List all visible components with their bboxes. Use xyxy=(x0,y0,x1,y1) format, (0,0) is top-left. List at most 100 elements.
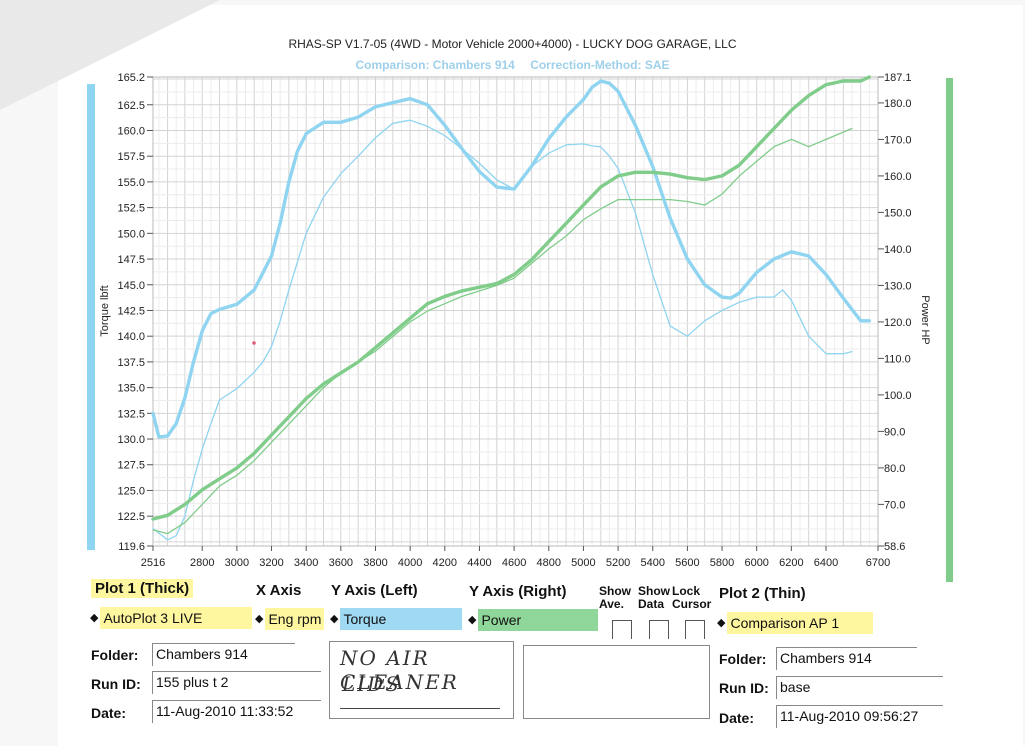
y-left-tick-label: 130.0 xyxy=(117,434,145,446)
x-tick-label: 2516 xyxy=(141,557,165,569)
x-tick-label: 5200 xyxy=(606,557,630,569)
y-right-tick-label: 150.0 xyxy=(884,207,912,219)
handwritten-note-line2: LIDS xyxy=(342,672,401,696)
y-left-tick-label: 125.0 xyxy=(117,485,145,497)
y-axis-left-select[interactable]: ◆ Torque xyxy=(330,607,463,631)
y-right-tick-label: 58.6 xyxy=(884,541,905,553)
y-right-tick-label: 160.0 xyxy=(884,171,912,183)
y-right-tick-label: 130.0 xyxy=(884,280,912,292)
run2-date-field[interactable]: 11-Aug-2010 09:56:27 xyxy=(776,705,943,728)
x-axis-select[interactable]: ◆ Eng rpm xyxy=(255,607,325,631)
correction-method-label: Correction-Method: SAE xyxy=(530,58,670,72)
x-tick-label: 5000 xyxy=(571,557,595,569)
y-left-tick-label: 147.5 xyxy=(117,254,145,266)
y-left-tick-label: 155.0 xyxy=(117,177,145,189)
run1-runid-label: Run ID: xyxy=(91,676,141,692)
cursor-marker xyxy=(252,341,256,345)
y-left-axis-title: Torque lbft xyxy=(99,285,111,336)
plot1-label: Plot 1 (Thick) xyxy=(91,579,194,598)
x-axis-label: X Axis xyxy=(256,582,302,599)
y-axis-right-label: Y Axis (Right) xyxy=(469,583,567,600)
x-tick-label: 2800 xyxy=(190,557,214,569)
y-right-tick-label: 80.0 xyxy=(884,463,905,475)
series-comparison-power-line xyxy=(152,127,853,535)
torque-axis-bar xyxy=(87,84,95,550)
run1-date-label: Date: xyxy=(91,705,127,721)
series-comparison-torque-line xyxy=(152,119,853,541)
y-left-tick-label: 127.5 xyxy=(117,460,145,472)
x-tick-label: 6200 xyxy=(779,557,803,569)
run2-date-label: Date: xyxy=(719,710,755,726)
x-tick-label: 4400 xyxy=(467,557,491,569)
updown-arrows-icon: ◆ xyxy=(468,614,477,627)
y-left-tick-label: 135.0 xyxy=(117,383,145,395)
y-left-tick-label: 160.0 xyxy=(117,125,145,137)
plot-area xyxy=(153,77,878,546)
y-right-tick-label: 110.0 xyxy=(884,353,911,365)
y-right-tick-label: 120.0 xyxy=(884,317,912,329)
x-tick-label: 3000 xyxy=(225,557,249,569)
y-left-tick-label: 119.6 xyxy=(118,541,145,553)
y-left-tick-label: 150.0 xyxy=(117,228,145,240)
lock-cursor-label: Lock Cursor xyxy=(672,584,712,611)
run1-folder-field[interactable]: Chambers 914 xyxy=(152,643,295,666)
chart-title: RHAS-SP V1.7-05 (4WD - Motor Vehicle 200… xyxy=(288,37,737,51)
series-torque-line xyxy=(151,79,871,439)
x-tick-label: 4200 xyxy=(433,557,457,569)
y-left-tick-label: 152.5 xyxy=(117,203,145,215)
show-data-checkbox[interactable] xyxy=(649,620,669,639)
show-ave-checkbox[interactable] xyxy=(612,620,632,639)
power-axis-bar xyxy=(946,78,953,582)
y-left-tick-label: 157.5 xyxy=(117,151,145,163)
series-power-line xyxy=(151,75,871,521)
handwritten-note-line1: NO AIR CLEANER xyxy=(340,646,459,694)
show-ave-label: Show Ave. xyxy=(599,584,631,611)
run2-folder-label: Folder: xyxy=(719,651,767,667)
y-left-tick-label: 145.0 xyxy=(117,280,145,292)
y-right-tick-label: 170.0 xyxy=(884,134,912,146)
y-left-tick-label: 132.5 xyxy=(117,408,145,420)
updown-arrows-icon: ◆ xyxy=(90,612,99,625)
updown-arrows-icon: ◆ xyxy=(717,617,726,630)
y-right-tick-label: 187.1 xyxy=(884,72,912,84)
y-right-tick-label: 70.0 xyxy=(884,499,905,511)
run-notes-field[interactable]: NO AIR CLEANER LIDS xyxy=(329,641,514,719)
run2-runid-label: Run ID: xyxy=(719,680,769,696)
plot2-label: Plot 2 (Thin) xyxy=(719,585,806,602)
run1-date-field[interactable]: 11-Aug-2010 11:33:52 xyxy=(152,700,321,723)
y-right-tick-label: 90.0 xyxy=(884,426,905,438)
plot2-select[interactable]: ◆ Comparison AP 1 xyxy=(717,611,874,635)
plot1-select[interactable]: ◆ AutoPlot 3 LIVE xyxy=(90,606,253,630)
x-tick-label: 5400 xyxy=(640,557,664,569)
x-tick-label: 6700 xyxy=(866,557,890,569)
chart-subtitle: Comparison: Chambers 914 Correction-Meth… xyxy=(0,58,1025,72)
x-tick-label: 6000 xyxy=(744,557,768,569)
x-tick-label: 4800 xyxy=(537,557,561,569)
x-tick-label: 3800 xyxy=(363,557,387,569)
y-right-axis-title: Power HP xyxy=(919,295,931,345)
x-tick-label: 3600 xyxy=(329,557,353,569)
lock-cursor-checkbox[interactable] xyxy=(685,620,705,639)
y-left-tick-label: 162.5 xyxy=(117,100,145,112)
x-tick-label: 3400 xyxy=(294,557,318,569)
run2-runid-field[interactable]: base xyxy=(776,676,943,699)
comparison-notes-field[interactable] xyxy=(523,645,710,719)
y-right-tick-label: 180.0 xyxy=(884,98,912,110)
y-axis-right-select[interactable]: ◆ Power xyxy=(468,608,599,632)
x-tick-label: 4600 xyxy=(502,557,526,569)
x-tick-label: 4000 xyxy=(398,557,422,569)
show-data-label: Show Data xyxy=(638,584,670,611)
y-left-tick-label: 165.2 xyxy=(117,72,145,84)
run1-runid-field[interactable]: 155 plus t 2 xyxy=(152,671,321,694)
y-right-tick-label: 140.0 xyxy=(884,244,912,256)
y-axis-left-label: Y Axis (Left) xyxy=(331,582,418,599)
x-tick-label: 5800 xyxy=(710,557,734,569)
y-left-tick-label: 137.5 xyxy=(117,357,145,369)
comparison-label: Comparison: Chambers 914 xyxy=(355,58,515,72)
y-left-tick-label: 122.5 xyxy=(117,511,145,523)
x-tick-label: 6400 xyxy=(814,557,838,569)
run2-folder-field[interactable]: Chambers 914 xyxy=(776,647,917,670)
updown-arrows-icon: ◆ xyxy=(255,613,264,626)
x-tick-label: 3200 xyxy=(259,557,283,569)
y-left-tick-label: 142.5 xyxy=(117,305,145,317)
